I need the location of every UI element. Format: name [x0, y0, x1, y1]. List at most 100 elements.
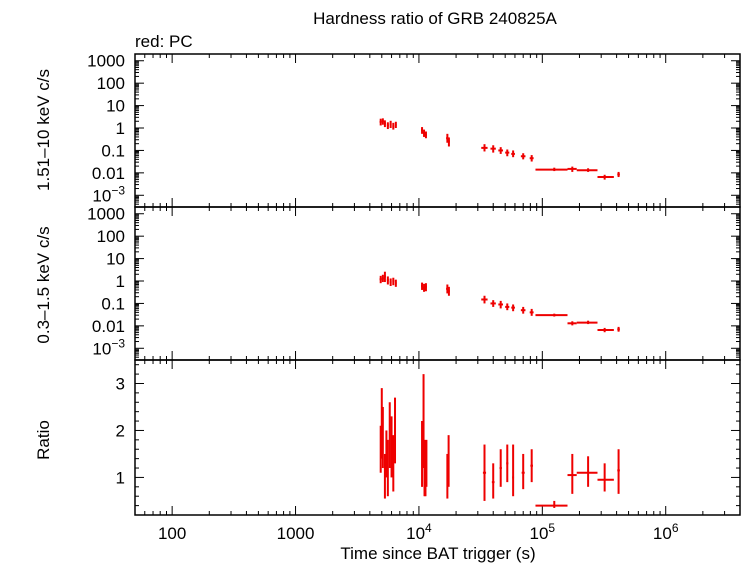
data-point-soft	[511, 304, 515, 312]
x-tick-label: 1000	[277, 524, 315, 543]
data-point-hard	[490, 145, 496, 153]
data-point-ratio	[512, 444, 515, 497]
data-point-hard	[597, 174, 614, 180]
chart-subtitle: red: PC	[135, 32, 193, 51]
data-point-ratio	[385, 430, 388, 478]
y-tick-label-soft: 0.01	[92, 317, 125, 336]
data-point-soft	[481, 295, 488, 304]
y-tick-label-hard: 10	[106, 97, 125, 116]
y-tick-label-hard: 100	[97, 74, 125, 93]
data-point-ratio	[521, 453, 525, 490]
data-point-soft	[567, 321, 577, 326]
data-point-soft	[505, 303, 510, 311]
panels-layer: 10001001010.10.0110−310001001010.10.0110…	[87, 52, 741, 543]
data-point-ratio	[482, 444, 487, 501]
panel-frame-ratio	[134, 359, 741, 516]
y-axis-label-ratio: Ratio	[34, 420, 53, 460]
x-tick-label: 106	[653, 521, 679, 543]
data-point-soft	[383, 271, 386, 283]
y-tick-label-hard: 0.1	[101, 141, 125, 160]
panel-frame-hard	[134, 53, 741, 208]
panel-frame-soft	[134, 206, 741, 361]
data-point-hard	[383, 120, 386, 128]
data-point-hard	[394, 121, 397, 129]
data-point-soft	[447, 286, 450, 296]
y-tick-label-hard: 1	[116, 119, 125, 138]
y-tick-label-soft: 10−3	[92, 336, 125, 358]
y-tick-label-hard: 0.01	[92, 164, 125, 183]
data-point-hard	[389, 120, 392, 129]
data-point-soft	[535, 313, 568, 317]
data-point-soft	[381, 274, 384, 283]
data-point-hard	[423, 129, 426, 137]
data-point-hard	[576, 168, 598, 172]
data-point-hard	[392, 122, 395, 130]
data-point-ratio	[390, 416, 393, 478]
data-point-ratio	[491, 463, 495, 499]
data-point-soft	[386, 276, 389, 285]
data-point-hard	[421, 127, 424, 134]
data-point-soft	[597, 327, 614, 333]
data-point-ratio	[447, 435, 450, 487]
y-tick-label-soft: 0.1	[101, 294, 125, 313]
data-point-hard	[535, 167, 568, 172]
data-point-soft	[392, 277, 395, 286]
data-point-ratio	[392, 435, 395, 492]
y-tick-label-ratio: 1	[116, 468, 125, 487]
data-point-ratio	[617, 449, 620, 494]
data-point-hard	[520, 153, 526, 160]
y-tick-label-soft: 10	[106, 250, 125, 269]
data-point-ratio	[381, 406, 384, 469]
y-tick-label-soft: 100	[97, 227, 125, 246]
data-point-soft	[617, 326, 620, 332]
y-tick-label-soft: 1	[116, 272, 125, 291]
data-point-ratio	[499, 449, 502, 487]
panel-ratio: 1 2 3	[116, 359, 741, 516]
y-tick-label-soft: 1000	[87, 205, 125, 224]
data-point-ratio	[530, 449, 533, 483]
y-tick-label-hard: 1000	[87, 52, 125, 71]
data-point-ratio	[421, 421, 424, 487]
data-point-ratio	[383, 453, 386, 499]
data-point-soft	[389, 278, 392, 286]
data-point-ratio	[388, 402, 391, 469]
data-point-ratio	[597, 463, 614, 492]
y-tick-label-hard: 10−3	[92, 183, 125, 205]
data-point-hard	[567, 166, 577, 172]
y-axis-label-hard: 1.51–10 keV c/s	[34, 69, 53, 191]
data-point-ratio	[425, 439, 428, 487]
data-point-ratio	[394, 397, 397, 464]
data-point-hard	[381, 118, 384, 125]
y-axis-label-soft: 0.3–1.5 keV c/s	[34, 226, 53, 343]
data-point-hard	[617, 171, 620, 178]
data-point-hard	[447, 137, 450, 147]
data-point-hard	[511, 150, 515, 158]
data-point-ratio	[576, 456, 598, 487]
data-point-soft	[498, 300, 503, 309]
x-tick-label: 104	[406, 521, 432, 543]
data-point-hard	[379, 118, 382, 126]
data-point-ratio	[506, 444, 509, 483]
data-point-ratio	[567, 453, 577, 494]
x-tick-label: 100	[158, 524, 186, 543]
data-point-soft	[520, 306, 526, 314]
data-point-hard	[529, 155, 534, 162]
data-point-ratio	[386, 439, 389, 497]
y-tick-label-ratio: 2	[116, 421, 125, 440]
data-point-hard	[481, 144, 488, 152]
data-point-hard	[498, 147, 503, 154]
data-point-soft	[529, 308, 534, 316]
y-tick-label-ratio: 3	[116, 374, 125, 393]
data-point-soft	[576, 320, 598, 325]
data-point-soft	[424, 283, 427, 292]
data-point-soft	[379, 275, 382, 284]
data-point-hard	[386, 122, 389, 130]
data-point-hard	[424, 131, 427, 139]
data-point-soft	[490, 300, 496, 307]
data-point-hard	[505, 149, 510, 157]
data-point-soft	[421, 282, 424, 290]
data-point-soft	[394, 279, 397, 287]
